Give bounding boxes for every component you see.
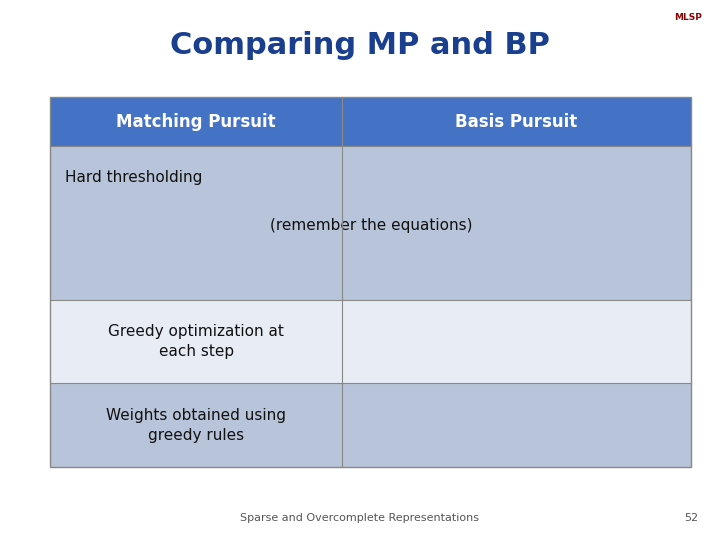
Bar: [342, 97, 691, 146]
Text: (remember the equations): (remember the equations): [269, 218, 472, 233]
Bar: [50, 300, 342, 383]
Bar: [342, 146, 691, 300]
Text: MLSP: MLSP: [674, 14, 702, 23]
Bar: [50, 146, 342, 300]
Bar: [50, 97, 691, 467]
Text: Comparing MP and BP: Comparing MP and BP: [170, 31, 550, 60]
Bar: [50, 97, 342, 146]
Bar: [342, 383, 691, 467]
Text: Sparse and Overcomplete Representations: Sparse and Overcomplete Representations: [240, 514, 480, 523]
Text: Greedy optimization at
each step: Greedy optimization at each step: [108, 324, 284, 359]
Bar: [342, 300, 691, 383]
Text: Weights obtained using
greedy rules: Weights obtained using greedy rules: [106, 408, 286, 443]
Bar: [50, 383, 342, 467]
Text: Hard thresholding: Hard thresholding: [65, 170, 202, 185]
Text: 52: 52: [684, 514, 698, 523]
Text: Matching Pursuit: Matching Pursuit: [117, 112, 276, 131]
Text: Basis Pursuit: Basis Pursuit: [456, 112, 577, 131]
